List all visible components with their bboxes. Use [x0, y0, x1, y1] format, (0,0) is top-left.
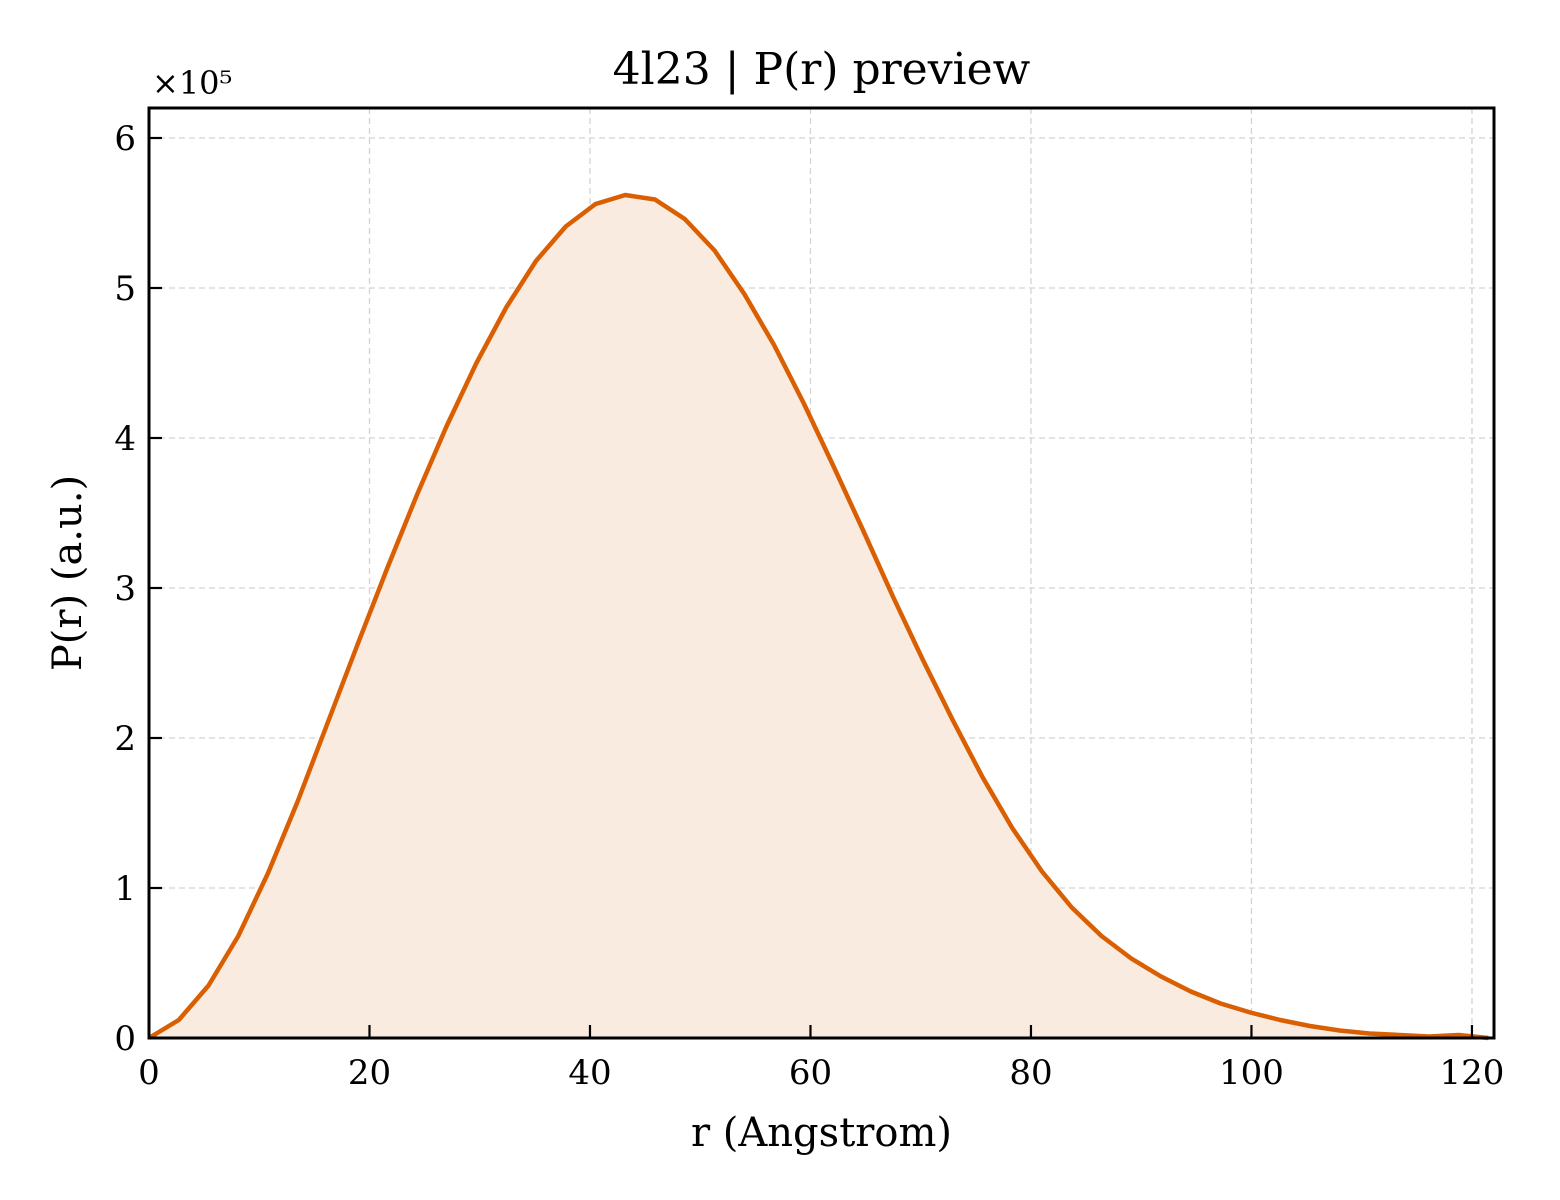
y-axis-multiplier: ×10⁵ [152, 64, 232, 102]
y-tick-label: 0 [114, 1019, 136, 1059]
x-tick-label: 60 [789, 1053, 832, 1093]
x-tick-label: 20 [348, 1053, 391, 1093]
pr-area-fill [149, 195, 1489, 1038]
plot-frame [147, 106, 1496, 1040]
y-tick-label: 5 [114, 269, 136, 309]
y-tick-labels: 0 1 2 3 4 5 6 [114, 119, 136, 1059]
x-tick-label: 120 [1439, 1053, 1504, 1093]
y-tick-label: 1 [114, 869, 136, 909]
y-axis-label: P(r) (a.u.) [45, 475, 91, 671]
x-tick-label: 100 [1219, 1053, 1284, 1093]
x-tick-label: 0 [138, 1053, 160, 1093]
y-tick-label: 3 [114, 569, 136, 609]
x-tick-labels: 0 20 40 60 80 100 120 [138, 1053, 1504, 1093]
y-tick-label: 2 [114, 719, 136, 759]
chart-title: 4l23 | P(r) preview [613, 44, 1031, 95]
y-tick-label: 4 [114, 419, 136, 459]
grid-lines [148, 108, 1494, 1039]
pr-series-line [147, 192, 1489, 1041]
x-axis-label: r (Angstrom) [691, 1110, 952, 1156]
x-tick-label: 40 [568, 1053, 611, 1093]
x-tick-label: 80 [1009, 1053, 1052, 1093]
y-tick-label: 6 [114, 119, 136, 159]
